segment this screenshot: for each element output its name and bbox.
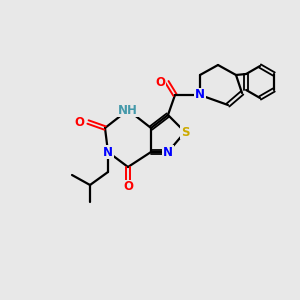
Text: O: O bbox=[74, 116, 84, 128]
Text: N: N bbox=[163, 146, 173, 158]
Text: O: O bbox=[123, 181, 133, 194]
Text: O: O bbox=[155, 76, 165, 88]
Text: N: N bbox=[195, 88, 205, 101]
Text: N: N bbox=[103, 146, 113, 158]
Text: NH: NH bbox=[118, 103, 138, 116]
Text: S: S bbox=[181, 125, 189, 139]
